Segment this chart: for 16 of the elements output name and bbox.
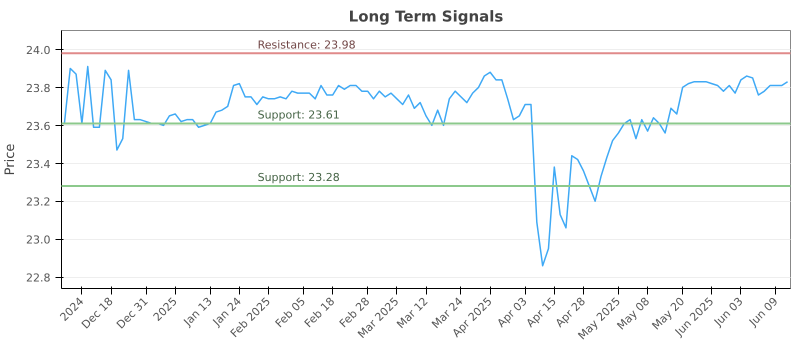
y-axis-title: Price (3, 144, 18, 176)
x-tick-label: Dec 31 (114, 294, 151, 332)
x-tick-label: Jun 09 (746, 294, 781, 330)
ref-line-label: Support: 23.28 (258, 171, 340, 184)
y-tick-label: 23.0 (26, 234, 51, 247)
y-tick-label: 23.2 (26, 196, 51, 209)
x-tick-label: Jun 03 (711, 294, 746, 330)
y-tick-label: 23.6 (26, 120, 51, 133)
chart-title: Long Term Signals (348, 8, 504, 26)
y-tick-label: 23.4 (26, 158, 51, 171)
y-tick-label: 22.8 (26, 272, 51, 285)
ref-line-label: Resistance: 23.98 (258, 38, 356, 52)
ref-line-label: Support: 23.61 (258, 108, 340, 122)
y-tick-label: 23.8 (26, 82, 51, 95)
y-tick-label: 24.0 (26, 44, 51, 57)
line-series (64, 66, 788, 266)
